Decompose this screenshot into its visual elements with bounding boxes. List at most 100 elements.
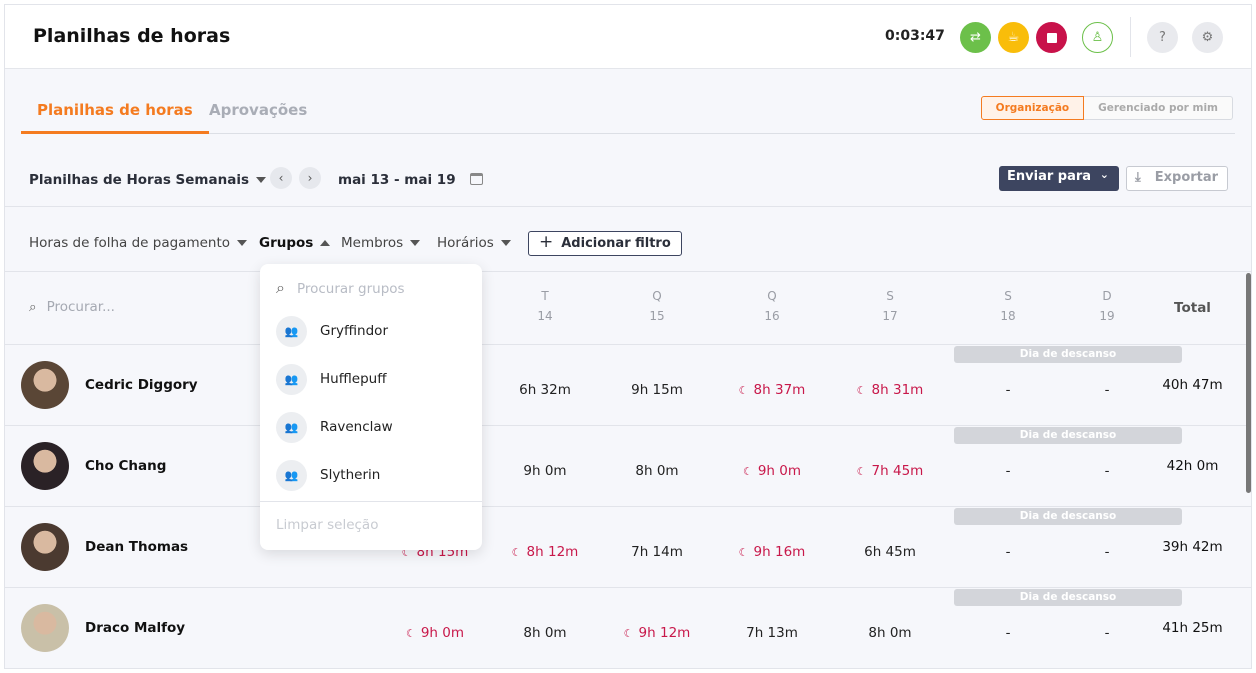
hours-value: 9h 0m <box>757 463 802 479</box>
hours-value: 7h 13m <box>746 625 798 641</box>
day-cell[interactable]: ☾ 9h 16m <box>717 544 827 560</box>
group-option[interactable]: 👥 Ravenclaw <box>276 408 476 448</box>
table-row[interactable]: Dia de descanso Draco Malfoy ☾ 9h 0m 8h 0m ☾… <box>5 588 1251 668</box>
tab-aprovacoes[interactable]: Aprovações <box>209 101 308 119</box>
table-row[interactable]: Dia de descanso Cedric Diggory 6h 32m 9h 1… <box>5 345 1251 426</box>
moon-icon: ☾ <box>742 465 753 478</box>
group-option[interactable]: 👥 Gryffindor <box>276 312 476 352</box>
hours-value: 8h 0m <box>523 625 567 641</box>
switch-task-button[interactable]: ⇄ <box>960 22 991 53</box>
day-cell[interactable]: 8h 0m <box>602 463 712 479</box>
row-total: 40h 47m <box>1162 377 1223 393</box>
scope-gerenciado[interactable]: Gerenciado por mim <box>1084 96 1233 120</box>
clear-selection-button[interactable]: Limpar seleção <box>276 517 379 533</box>
group-option[interactable]: 👥 Slytherin <box>276 456 476 496</box>
view-label: Planilhas de Horas Semanais <box>29 172 249 188</box>
hours-value: 9h 12m <box>638 625 691 641</box>
day-cell[interactable]: ☾ 8h 12m <box>490 544 600 560</box>
day-cell[interactable]: ☾ 9h 0m <box>380 625 490 641</box>
break-button[interactable]: ☕ <box>998 22 1029 53</box>
filter-payroll[interactable]: Horas de folha de pagamento <box>29 235 248 251</box>
tab-planilhas[interactable]: Planilhas de horas <box>21 101 209 134</box>
group-search-input[interactable]: ⌕ Procurar grupos <box>276 278 405 298</box>
user-check-button[interactable]: ♙ <box>1082 22 1113 53</box>
day-cell[interactable]: 7h 13m <box>717 625 827 641</box>
help-button[interactable]: ? <box>1147 22 1178 53</box>
header: Planilhas de horas 0:03:47 ⇄ ☕ ♙ ? ⚙ <box>5 5 1251 69</box>
group-icon: 👥 <box>276 364 307 395</box>
filter-schedules[interactable]: Horários <box>437 235 511 251</box>
day-cell[interactable]: ☾ 8h 37m <box>717 382 827 398</box>
day-cell[interactable]: 6h 32m <box>490 382 600 398</box>
moon-icon: ☾ <box>623 627 634 640</box>
member-search[interactable]: ⌕ Procurar... <box>29 299 115 315</box>
scrollbar[interactable] <box>1246 273 1251 493</box>
day-cell[interactable]: 9h 0m <box>490 463 600 479</box>
add-filter-button[interactable]: + Adicionar filtro <box>528 231 682 256</box>
avatar <box>21 604 69 652</box>
hours-value: 8h 0m <box>868 625 912 641</box>
rest-day-badge: Dia de descanso <box>954 589 1182 606</box>
group-option[interactable]: 👥 Hufflepuff <box>276 360 476 400</box>
hours-value: - <box>1104 463 1110 479</box>
table-header: ⌕Procurar... S13T14Q15Q16S17S18D19 Total <box>5 272 1251 345</box>
day-cell[interactable]: - <box>953 544 1063 560</box>
day-cell[interactable]: 6h 45m <box>835 544 945 560</box>
day-cell[interactable]: ☾ 7h 45m <box>835 463 945 479</box>
send-to-button[interactable]: Enviar para ⌄ <box>999 166 1119 191</box>
hours-value: - <box>1104 382 1110 398</box>
scope-organizacao[interactable]: Organização <box>980 96 1085 120</box>
settings-button[interactable]: ⚙ <box>1192 22 1223 53</box>
filter-label: Horários <box>437 235 494 251</box>
day-letter: S <box>886 289 894 303</box>
avatar <box>21 361 69 409</box>
member-name[interactable]: Cho Chang <box>85 458 167 474</box>
date-range[interactable]: mai 13 - mai 19 <box>338 172 484 188</box>
day-cell[interactable]: ☾ 8h 31m <box>835 382 945 398</box>
day-cell[interactable]: - <box>953 625 1063 641</box>
prev-week-button[interactable]: ‹ <box>270 167 292 189</box>
day-cell[interactable]: 9h 15m <box>602 382 712 398</box>
member-name[interactable]: Cedric Diggory <box>85 377 198 393</box>
day-header: S 17 <box>850 286 930 326</box>
day-letter: S <box>1004 289 1012 303</box>
day-cell[interactable]: - <box>1052 463 1162 479</box>
member-name[interactable]: Dean Thomas <box>85 539 189 555</box>
filter-groups[interactable]: Grupos <box>259 235 331 251</box>
export-button[interactable]: ⤓ Exportar <box>1126 166 1228 191</box>
day-cell[interactable]: ☾ 9h 0m <box>717 463 827 479</box>
stop-button[interactable] <box>1036 22 1067 53</box>
day-cell[interactable]: - <box>953 463 1063 479</box>
group-icon: 👥 <box>276 316 307 347</box>
day-cell[interactable]: - <box>953 382 1063 398</box>
group-label: Ravenclaw <box>320 419 393 435</box>
moon-icon: ☾ <box>738 546 749 559</box>
day-number: 19 <box>1099 309 1115 323</box>
page-title: Planilhas de horas <box>33 25 231 47</box>
hours-value: 8h 12m <box>526 544 579 560</box>
row-total: 42h 0m <box>1166 458 1219 474</box>
next-week-button[interactable]: › <box>299 167 321 189</box>
member-name[interactable]: Draco Malfoy <box>85 620 186 636</box>
hours-value: 6h 32m <box>519 382 571 398</box>
hours-value: 9h 15m <box>631 382 683 398</box>
caret-down-icon <box>256 177 266 183</box>
search-icon: ⌕ <box>29 299 37 315</box>
table-row[interactable]: Dia de descanso Dean Thomas ☾ 8h 15m ☾ 8h 12… <box>5 507 1251 588</box>
day-cell[interactable]: - <box>1052 544 1162 560</box>
day-cell[interactable]: 7h 14m <box>602 544 712 560</box>
divider <box>1130 17 1131 57</box>
scope-toggle: Organização Gerenciado por mim <box>980 96 1233 120</box>
day-cell[interactable]: 8h 0m <box>835 625 945 641</box>
filter-members[interactable]: Membros <box>341 235 421 251</box>
day-letter: D <box>1102 289 1112 303</box>
moon-icon: ☾ <box>511 546 522 559</box>
view-select[interactable]: Planilhas de Horas Semanais <box>29 172 266 188</box>
day-cell[interactable]: ☾ 9h 12m <box>602 625 712 641</box>
table-row[interactable]: Dia de descanso Cho Chang 9h 0m 8h 0m ☾ 9h 0… <box>5 426 1251 507</box>
group-label: Gryffindor <box>320 323 388 339</box>
day-cell[interactable]: 8h 0m <box>490 625 600 641</box>
day-cell[interactable]: - <box>1052 382 1162 398</box>
day-cell[interactable]: - <box>1052 625 1162 641</box>
group-label: Slytherin <box>320 467 381 483</box>
